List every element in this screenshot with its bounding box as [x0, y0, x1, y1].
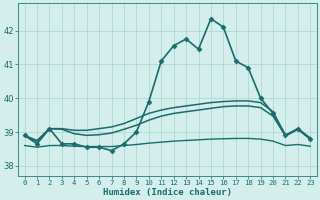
X-axis label: Humidex (Indice chaleur): Humidex (Indice chaleur): [103, 188, 232, 197]
